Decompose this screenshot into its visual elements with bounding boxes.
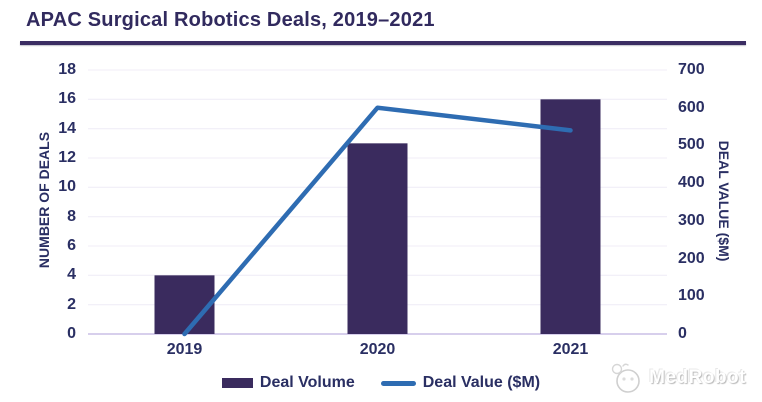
deal-value-line bbox=[182, 105, 573, 337]
right-axis-tick-100: 100 bbox=[678, 287, 705, 305]
right-axis-tick-300: 300 bbox=[678, 211, 705, 229]
left-axis-tick-4: 4 bbox=[67, 266, 76, 284]
left-axis-tick-0: 0 bbox=[67, 325, 76, 342]
deal-volume-swatch-icon bbox=[221, 378, 253, 388]
left-axis-tick-8: 8 bbox=[67, 207, 76, 225]
left-axis-tick-14: 14 bbox=[58, 119, 76, 137]
chart-title: APAC Surgical Robotics Deals, 2019–2021 bbox=[26, 9, 435, 31]
right-axis-tick-500: 500 bbox=[678, 136, 705, 154]
x-axis-label-2019: 2019 bbox=[166, 341, 203, 358]
left-axis-tick-18: 18 bbox=[58, 61, 76, 78]
x-axis-label-2020: 2020 bbox=[359, 341, 396, 358]
legend-label-deal-volume: Deal Volume bbox=[259, 374, 355, 391]
bar-2020 bbox=[347, 143, 408, 334]
title-divider bbox=[20, 41, 746, 45]
right-axis-tick-600: 600 bbox=[678, 98, 705, 116]
deal-value-swatch-icon bbox=[380, 380, 416, 386]
right-axis-tick-200: 200 bbox=[678, 249, 705, 267]
left-axis-tick-16: 16 bbox=[58, 90, 76, 108]
left-axis-tick-10: 10 bbox=[58, 178, 76, 196]
medrobot-brand: MedRobot bbox=[649, 367, 746, 388]
bar-2019 bbox=[154, 275, 215, 334]
medrobot-watermark: MedRobot bbox=[609, 362, 746, 394]
medrobot-logo-icon bbox=[611, 363, 640, 393]
right-axis-tick-0: 0 bbox=[678, 325, 687, 342]
legend-item-deal-value: Deal Value ($M) bbox=[380, 374, 541, 392]
legend: Deal Volume Deal Value ($M) bbox=[0, 370, 762, 396]
right-axis-tick-400: 400 bbox=[678, 174, 705, 192]
legend-label-deal-value: Deal Value ($M) bbox=[422, 374, 541, 391]
x-axis-label-2021: 2021 bbox=[552, 341, 589, 358]
left-axis-tick-6: 6 bbox=[67, 237, 76, 254]
bar-2021 bbox=[540, 99, 601, 334]
left-axis-tick-2: 2 bbox=[67, 295, 76, 313]
right-axis-tick-700: 700 bbox=[678, 61, 705, 78]
legend-item-deal-volume: Deal Volume bbox=[221, 374, 355, 392]
left-axis-tick-12: 12 bbox=[58, 149, 76, 166]
